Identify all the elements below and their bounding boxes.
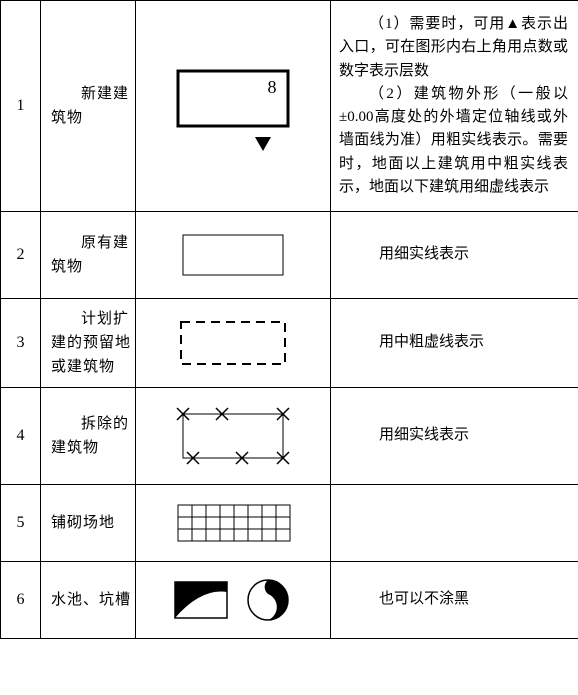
symbol-new-building: 8 [163, 51, 303, 161]
triangle-marker-icon [255, 137, 271, 151]
table-row: 3 计划扩建的预留地或建筑物 用中粗虚线表示 [1, 299, 578, 388]
row-desc: 用细实线表示 [331, 212, 578, 299]
row-symbol [136, 299, 331, 388]
row-name: 原有建筑物 [41, 212, 136, 299]
row-number: 3 [1, 299, 41, 388]
row-name: 水池、坑槽 [41, 562, 136, 639]
row-number: 4 [1, 388, 41, 485]
row-name: 计划扩建的预留地或建筑物 [41, 299, 136, 388]
symbol-paved-ground [158, 493, 308, 553]
table-row: 2 原有建筑物 用细实线表示 [1, 212, 578, 299]
row-desc: 也可以不涂黑 [331, 562, 578, 639]
table-row: 5 铺砌场地 [1, 485, 578, 562]
row-desc [331, 485, 578, 562]
row-desc: （1）需要时，可用▲表示出入口，可在图形内右上角用点数或数字表示层数 （2）建筑… [331, 1, 578, 212]
row-desc: 用中粗虚线表示 [331, 299, 578, 388]
row-number: 5 [1, 485, 41, 562]
row-name: 拆除的建筑物 [41, 388, 136, 485]
row-symbol: 8 [136, 1, 331, 212]
cross-marks [177, 408, 289, 464]
symbol-existing-building [163, 220, 303, 290]
floor-number-label: 8 [268, 77, 277, 97]
row-number: 2 [1, 212, 41, 299]
row-name: 新建建筑物 [41, 1, 136, 212]
row-name: 铺砌场地 [41, 485, 136, 562]
table-row: 1 新建建筑物 8 （1）需要时，可用▲表示出入口，可在图形内右上角用点数或数字… [1, 1, 578, 212]
symbol-pool-pit [153, 570, 313, 630]
legend-table: 1 新建建筑物 8 （1）需要时，可用▲表示出入口，可在图形内右上角用点数或数字… [0, 0, 578, 639]
row-symbol [136, 485, 331, 562]
row-symbol [136, 562, 331, 639]
row-symbol [136, 212, 331, 299]
symbol-planned-building [163, 308, 303, 378]
row-desc: 用细实线表示 [331, 388, 578, 485]
symbol-demolished-building [158, 396, 308, 476]
table-row: 4 拆除的建筑物 用细实线表示 [1, 388, 578, 485]
row-number: 6 [1, 562, 41, 639]
desc-para-1: （1）需要时，可用▲表示出入口，可在图形内右上角用点数或数字表示层数 [339, 13, 568, 83]
table-row: 6 水池、坑槽 也可以不涂黑 [1, 562, 578, 639]
desc-para-2: （2）建筑物外形（一般以±0.00高度处的外墙定位轴线或外墙面线为准）用粗实线表… [339, 83, 568, 199]
row-symbol [136, 388, 331, 485]
row-number: 1 [1, 1, 41, 212]
